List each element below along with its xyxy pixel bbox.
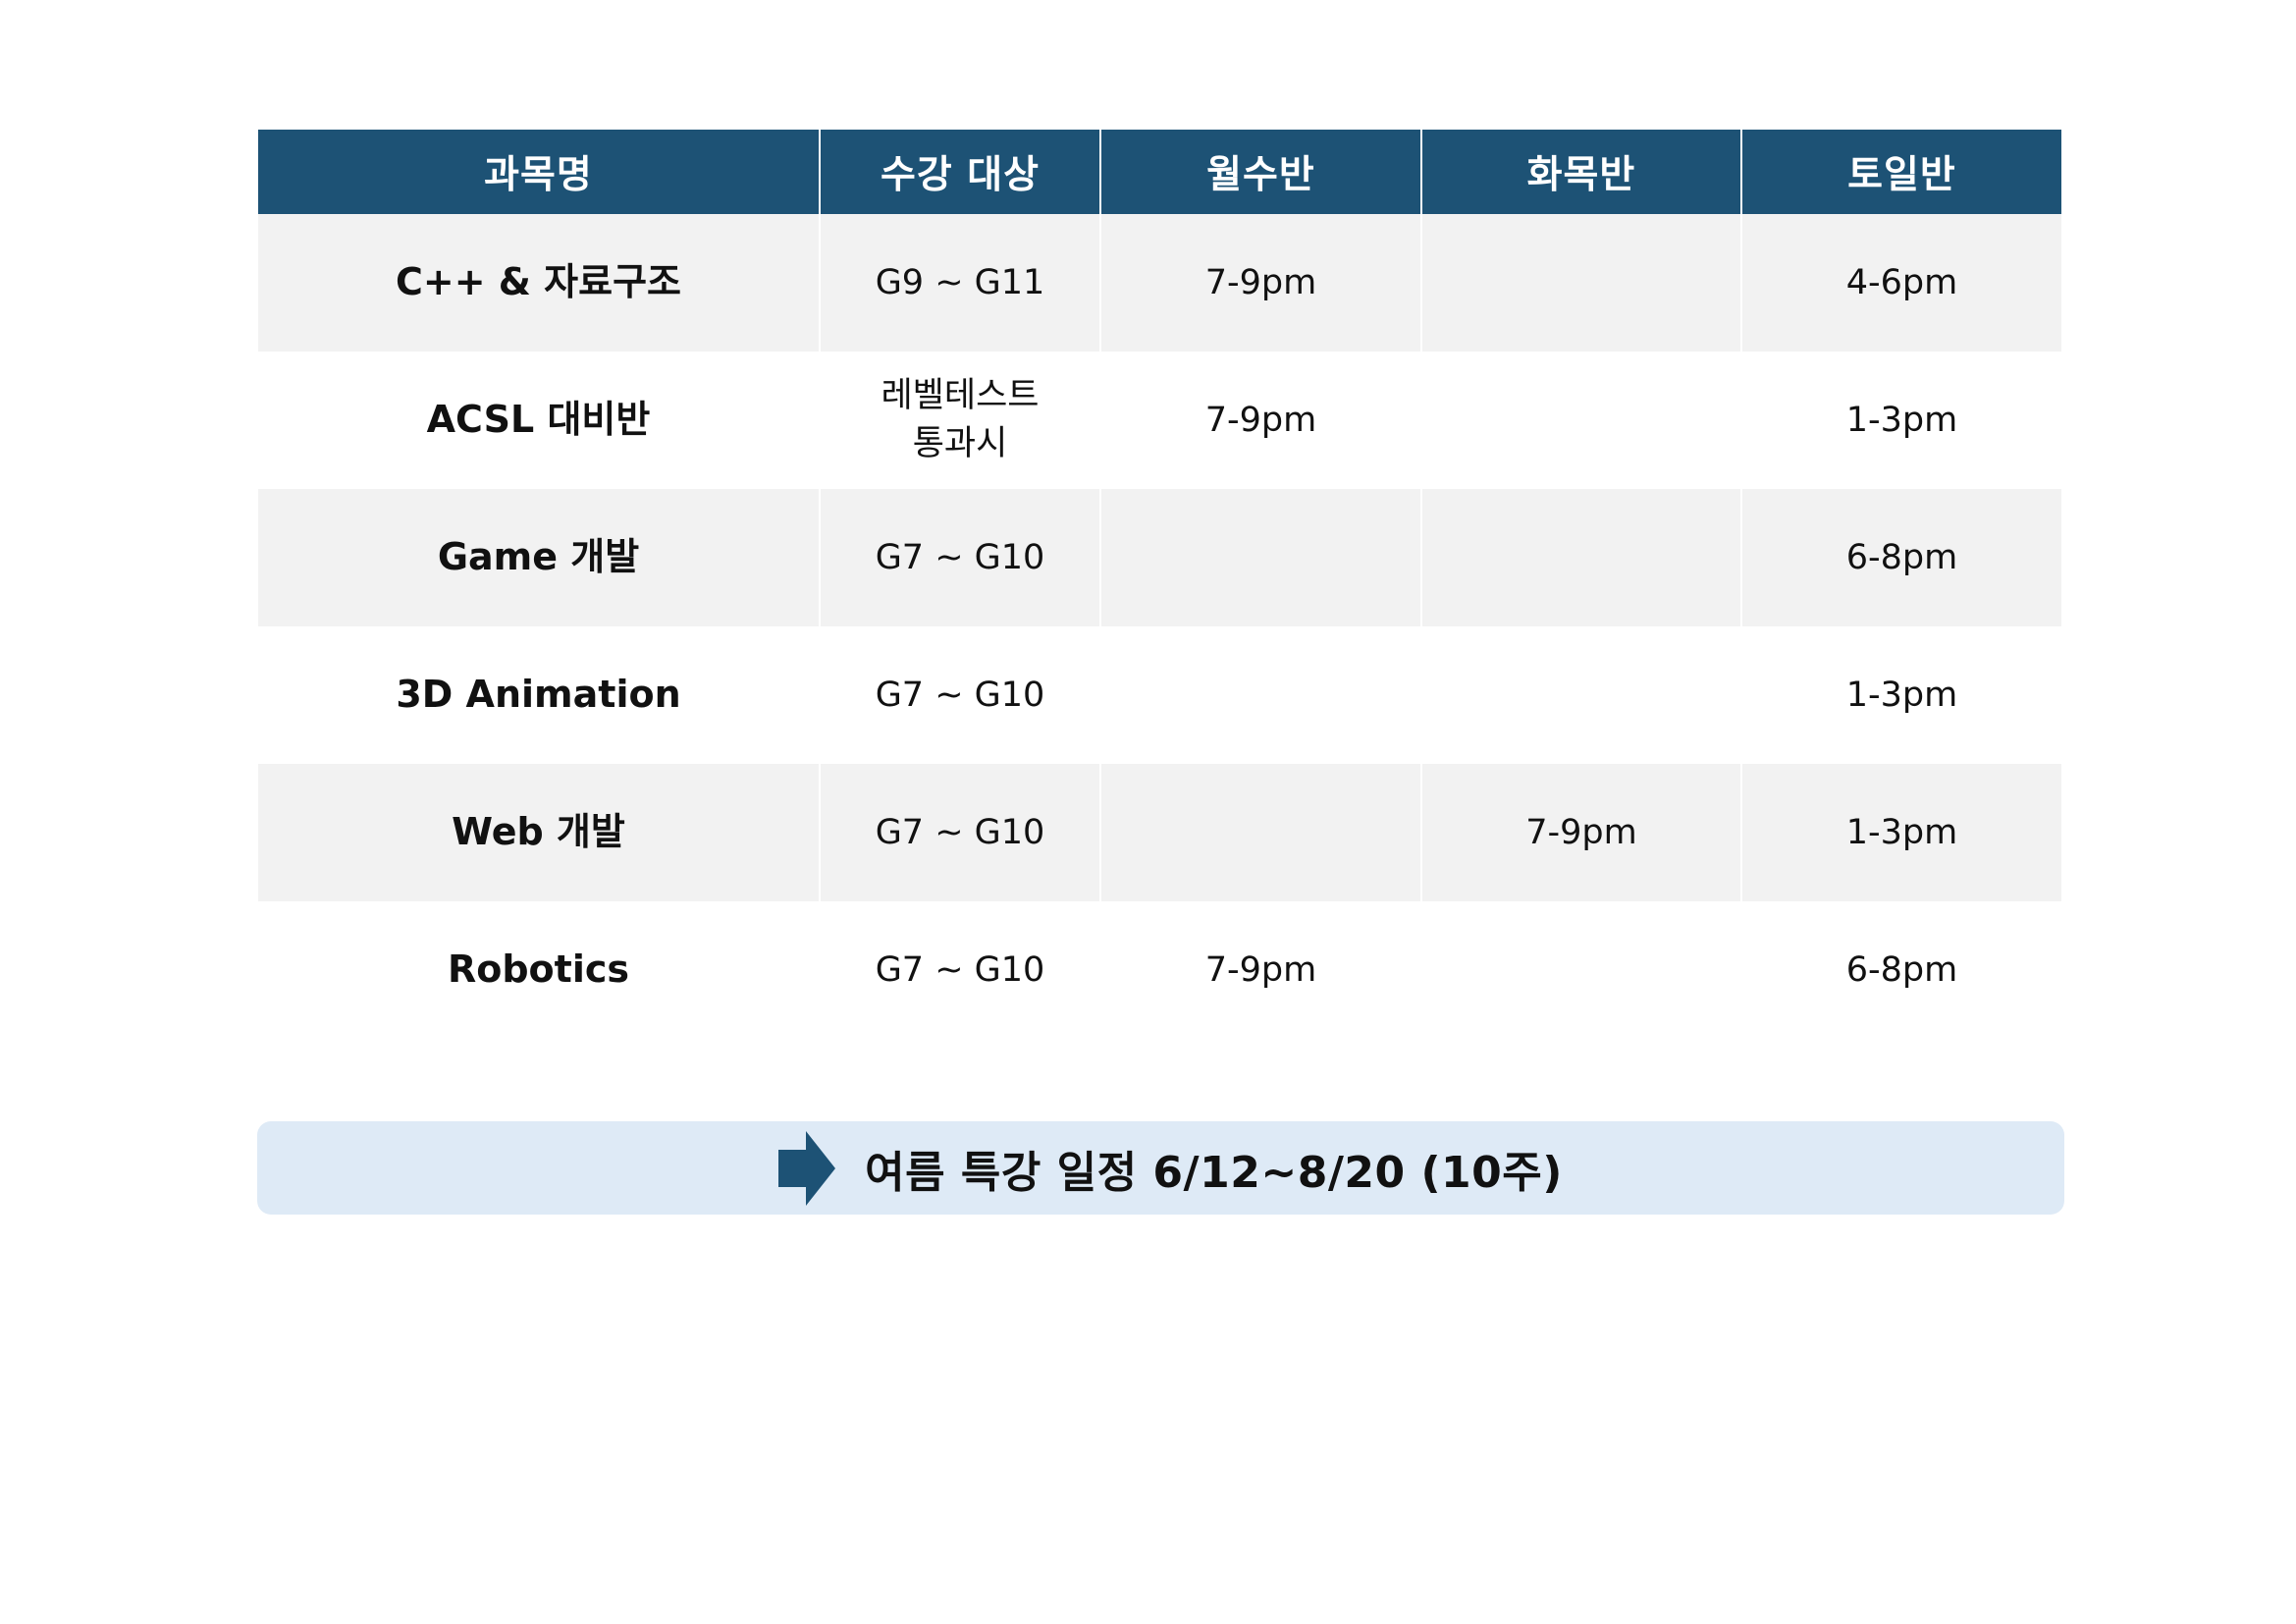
subject-cell: C++ & 자료구조 <box>258 214 821 352</box>
tue-thu-cell: 7-9pm <box>1421 764 1742 901</box>
target-cell: G7 ~ G10 <box>820 764 1101 901</box>
sat-sun-cell: 4-6pm <box>1741 214 2061 352</box>
header-mon-wed: 월수반 <box>1100 130 1422 214</box>
right-arrow-icon <box>778 1130 836 1206</box>
mon-wed-cell <box>1100 489 1422 626</box>
tue-thu-cell <box>1421 489 1742 626</box>
target-text: G9 ~ G11 <box>875 262 1045 302</box>
mon-wed-cell: 7-9pm <box>1100 352 1422 489</box>
header-row: 과목명 수강 대상 월수반 화목반 토일반 <box>258 130 2061 214</box>
subject-cell: 3D Animation <box>258 626 821 764</box>
mon-wed-cell: 7-9pm <box>1100 214 1422 352</box>
tue-thu-cell <box>1421 626 1742 764</box>
mon-wed-cell <box>1100 626 1422 764</box>
sat-sun-cell: 1-3pm <box>1741 352 2061 489</box>
table-row: Game 개발 G7 ~ G10 6-8pm <box>258 489 2061 626</box>
target-text: G7 ~ G10 <box>875 812 1045 852</box>
header-sat-sun: 토일반 <box>1741 130 2061 214</box>
target-text: G7 ~ G10 <box>875 675 1045 715</box>
summer-schedule-banner: 여름 특강 일정 6/12~8/20 (10주) <box>257 1121 2064 1215</box>
header-target: 수강 대상 <box>820 130 1101 214</box>
banner-text: 여름 특강 일정 6/12~8/20 (10주) <box>865 1147 1563 1198</box>
table-body: C++ & 자료구조 G9 ~ G11 7-9pm 4-6pm ACSL 대비반… <box>258 214 2061 1039</box>
table-header: 과목명 수강 대상 월수반 화목반 토일반 <box>258 130 2061 214</box>
tue-thu-cell <box>1421 214 1742 352</box>
target-cell: G9 ~ G11 <box>820 214 1101 352</box>
subject-cell: Robotics <box>258 901 821 1039</box>
table-row: 3D Animation G7 ~ G10 1-3pm <box>258 626 2061 764</box>
target-cell: G7 ~ G10 <box>820 626 1101 764</box>
mon-wed-cell: 7-9pm <box>1100 901 1422 1039</box>
table-row: Robotics G7 ~ G10 7-9pm 6-8pm <box>258 901 2061 1039</box>
header-tue-thu: 화목반 <box>1421 130 1742 214</box>
tue-thu-cell <box>1421 901 1742 1039</box>
sat-sun-cell: 1-3pm <box>1741 626 2061 764</box>
mon-wed-cell <box>1100 764 1422 901</box>
target-cell: G7 ~ G10 <box>820 489 1101 626</box>
target-text: 통과시 <box>912 424 1008 463</box>
sat-sun-cell: 6-8pm <box>1741 489 2061 626</box>
target-text: G7 ~ G10 <box>875 537 1045 577</box>
table-row: C++ & 자료구조 G9 ~ G11 7-9pm 4-6pm <box>258 214 2061 352</box>
banner-content: 여름 특강 일정 6/12~8/20 (10주) <box>778 1130 1563 1206</box>
class-schedule-table: 과목명 수강 대상 월수반 화목반 토일반 C++ & 자료구조 G9 ~ G1… <box>258 130 2061 1039</box>
target-cell: 레벨테스트 통과시 <box>820 352 1101 489</box>
sat-sun-cell: 6-8pm <box>1741 901 2061 1039</box>
subject-cell: Game 개발 <box>258 489 821 626</box>
subject-cell: Web 개발 <box>258 764 821 901</box>
tue-thu-cell <box>1421 352 1742 489</box>
sat-sun-cell: 1-3pm <box>1741 764 2061 901</box>
target-cell: G7 ~ G10 <box>820 901 1101 1039</box>
subject-cell: ACSL 대비반 <box>258 352 821 489</box>
table-row: ACSL 대비반 레벨테스트 통과시 7-9pm 1-3pm <box>258 352 2061 489</box>
table-row: Web 개발 G7 ~ G10 7-9pm 1-3pm <box>258 764 2061 901</box>
header-subject: 과목명 <box>258 130 821 214</box>
target-text: G7 ~ G10 <box>875 949 1045 990</box>
target-text: 레벨테스트 <box>881 376 1040 415</box>
